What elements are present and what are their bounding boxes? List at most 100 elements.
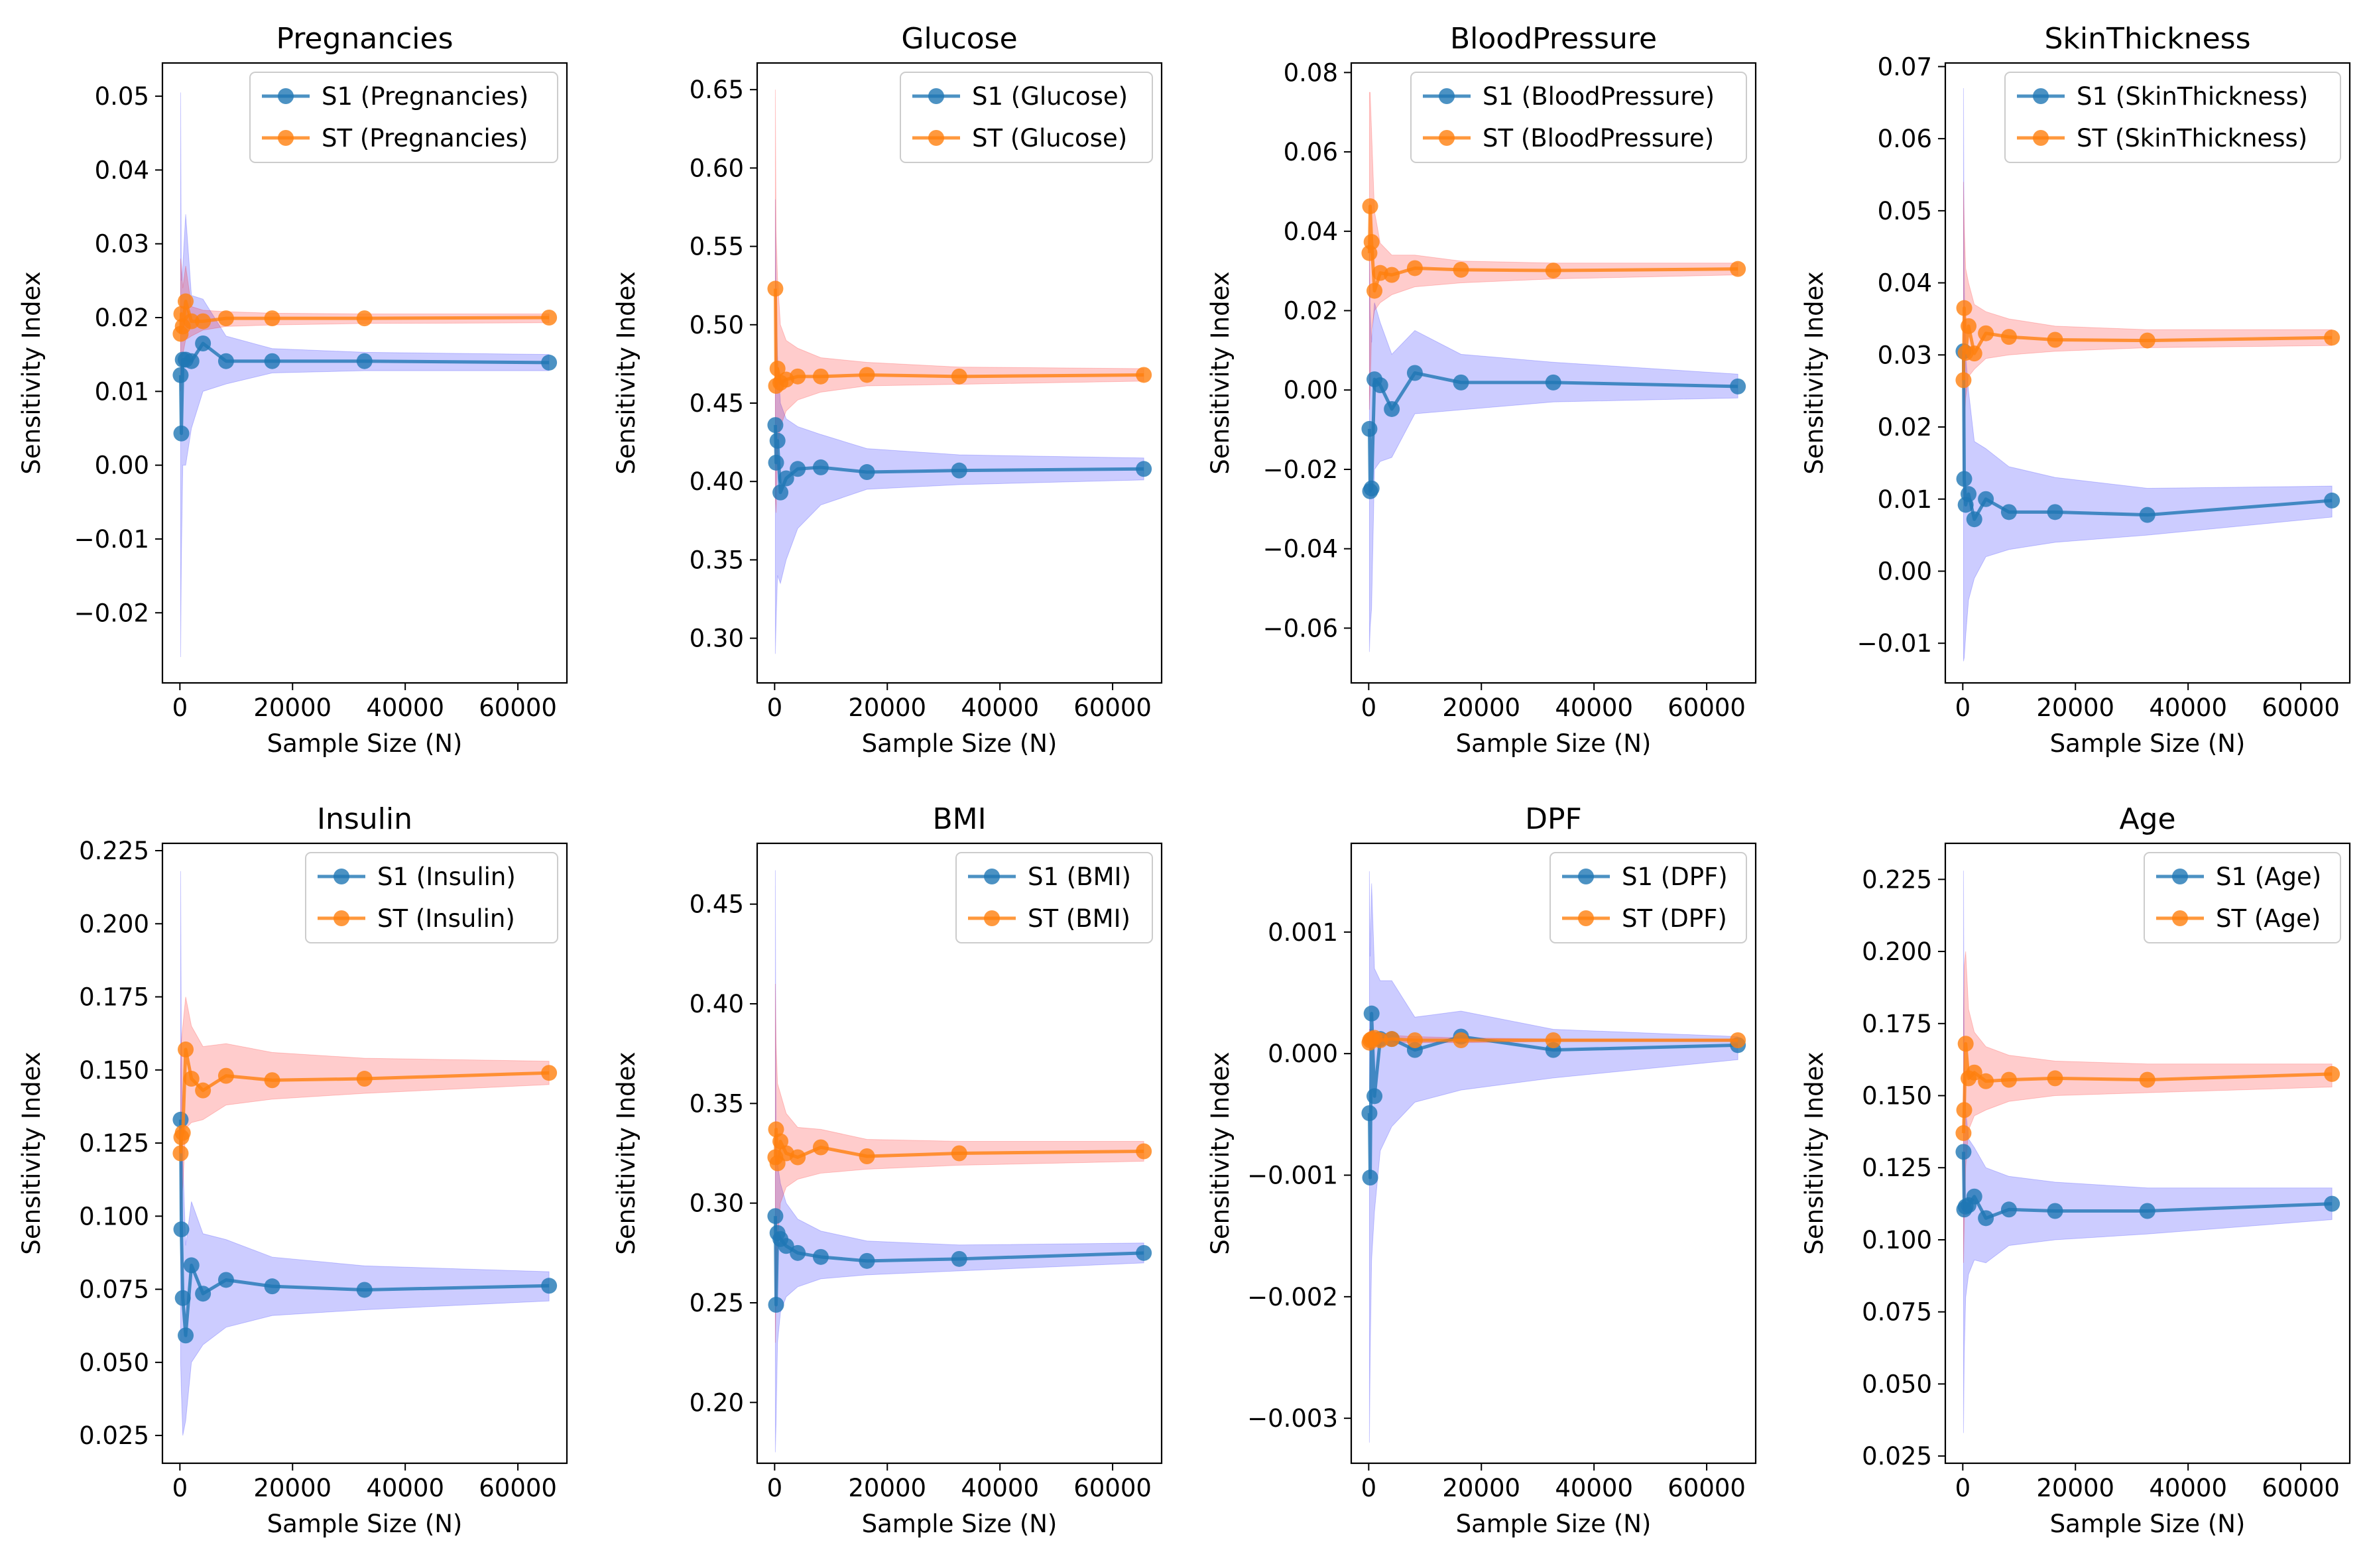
data-point-s1 bbox=[790, 1244, 806, 1261]
x-tick-label: 0 bbox=[1361, 694, 1377, 722]
subplot-title: BMI bbox=[932, 802, 986, 836]
data-point-st bbox=[1136, 1143, 1152, 1160]
data-point-s1 bbox=[356, 353, 373, 369]
data-point-st bbox=[2324, 1065, 2340, 1082]
series-line-s1 bbox=[178, 1119, 550, 1337]
legend-label-s1: S1 (Age) bbox=[2216, 863, 2321, 891]
x-tick-label: 20000 bbox=[1442, 694, 1520, 722]
y-tick-label: 0.35 bbox=[690, 546, 744, 574]
x-tick-label: 60000 bbox=[479, 1474, 557, 1502]
plot-area bbox=[162, 843, 567, 1463]
y-tick-label: 0.60 bbox=[690, 154, 744, 182]
x-tick-label: 40000 bbox=[961, 694, 1039, 722]
y-axis-label: Sensitivity Index bbox=[612, 271, 640, 474]
legend: S1 (Glucose) ST (Glucose) bbox=[900, 72, 1153, 163]
data-point-st bbox=[1956, 1102, 1972, 1118]
y-tick-label: −0.01 bbox=[1857, 629, 1932, 658]
x-tick-label: 40000 bbox=[1555, 1474, 1633, 1502]
y-tick-label: 0.03 bbox=[95, 230, 149, 259]
y-tick-label: 0.02 bbox=[1878, 413, 1932, 442]
data-point-s1 bbox=[1366, 1088, 1383, 1105]
data-point-s1 bbox=[1363, 1005, 1380, 1022]
data-point-st bbox=[1730, 261, 1746, 277]
y-tick-label: 0.000 bbox=[1268, 1040, 1338, 1068]
x-tick-label: 0 bbox=[767, 694, 783, 722]
data-point-s1 bbox=[767, 417, 784, 434]
legend-label-st: ST (BMI) bbox=[1028, 904, 1130, 933]
data-point-st bbox=[2000, 1071, 2017, 1088]
subplot-title: BloodPressure bbox=[1450, 22, 1657, 56]
data-point-st bbox=[1978, 1073, 1994, 1089]
legend-marker-s1 bbox=[2172, 869, 2188, 884]
y-tick-label: −0.001 bbox=[1247, 1162, 1338, 1190]
y-axis-label: Sensitivity Index bbox=[17, 271, 46, 474]
data-point-st bbox=[2139, 1071, 2155, 1088]
x-tick-label: 0 bbox=[172, 694, 188, 722]
data-point-s1 bbox=[812, 1248, 829, 1265]
y-axis-label: Sensitivity Index bbox=[1800, 1052, 1829, 1254]
y-tick-label: 0.100 bbox=[1862, 1226, 1932, 1254]
x-tick-label: 40000 bbox=[961, 1474, 1039, 1502]
y-tick-label: 0.00 bbox=[1878, 557, 1932, 585]
data-point-st bbox=[2139, 332, 2155, 349]
x-axis-label: Sample Size (N) bbox=[1456, 1510, 1652, 1538]
axes-frame bbox=[161, 842, 568, 1465]
data-point-s1 bbox=[1384, 400, 1400, 417]
data-point-st bbox=[767, 280, 784, 297]
data-point-st bbox=[178, 293, 194, 310]
y-tick-label: 0.200 bbox=[1862, 937, 1932, 966]
data-point-s1 bbox=[173, 425, 190, 442]
y-tick-label: 0.20 bbox=[690, 1388, 744, 1417]
subplot-skinthickness: 0 20000 40000 60000 −0.01 0.00 0.01 0.02 0.03 0.0… bbox=[1800, 22, 2351, 758]
legend-label-s1: S1 (Pregnancies) bbox=[322, 82, 528, 111]
subplot-title: SkinThickness bbox=[2045, 22, 2251, 56]
y-axis-label: Sensitivity Index bbox=[1800, 271, 1829, 474]
data-point-st bbox=[2324, 330, 2340, 346]
confidence-band-s1 bbox=[1368, 871, 1738, 1443]
legend-box bbox=[900, 72, 1153, 163]
y-tick-label: 0.45 bbox=[690, 890, 744, 919]
data-point-st bbox=[1966, 1064, 1982, 1081]
legend-box bbox=[1410, 72, 1747, 163]
data-point-s1 bbox=[2139, 1203, 2155, 1219]
data-point-st bbox=[1136, 367, 1152, 383]
data-point-s1 bbox=[778, 470, 794, 487]
x-axis-label: Sample Size (N) bbox=[2050, 1510, 2246, 1538]
x-tick-label: 20000 bbox=[2036, 1474, 2114, 1502]
legend-marker-st bbox=[928, 130, 944, 146]
legend-label-st: ST (Glucose) bbox=[972, 124, 1127, 152]
data-point-s1 bbox=[195, 1286, 212, 1302]
y-tick-label: 0.03 bbox=[1878, 341, 1932, 369]
legend-label-st: ST (Insulin) bbox=[377, 904, 515, 933]
data-point-s1 bbox=[1362, 1170, 1378, 1186]
y-tick-label: 0.30 bbox=[690, 625, 744, 653]
y-tick-label: 0.06 bbox=[1284, 138, 1338, 166]
x-tick-label: 0 bbox=[1955, 694, 1971, 722]
data-point-s1 bbox=[1136, 1244, 1152, 1261]
legend-marker-s1 bbox=[1578, 869, 1594, 884]
y-tick-label: 0.001 bbox=[1268, 918, 1338, 947]
data-point-s1 bbox=[183, 353, 200, 369]
y-tick-label: 0.00 bbox=[1284, 376, 1338, 404]
subplot-title: Pregnancies bbox=[276, 22, 453, 56]
y-tick-label: 0.45 bbox=[690, 389, 744, 418]
data-point-st bbox=[217, 1067, 234, 1084]
x-tick-label: 60000 bbox=[1073, 1474, 1152, 1502]
x-tick-label: 40000 bbox=[2149, 694, 2227, 722]
data-point-s1 bbox=[2139, 507, 2155, 523]
plot-area bbox=[162, 63, 567, 683]
subplot-bmi: 0 20000 40000 60000 0.20 0.25 0.30 0.35 0.40 0.45… bbox=[612, 802, 1163, 1538]
x-axis-label: Sample Size (N) bbox=[1456, 729, 1652, 758]
y-axis-label: Sensitivity Index bbox=[1206, 271, 1235, 474]
y-axis-label: Sensitivity Index bbox=[1206, 1052, 1235, 1254]
legend-label-s1: S1 (Glucose) bbox=[972, 82, 1128, 111]
data-point-s1 bbox=[769, 432, 786, 449]
y-tick-label: 0.075 bbox=[79, 1276, 149, 1304]
x-tick-label: 0 bbox=[1955, 1474, 1971, 1502]
confidence-band-s1 bbox=[774, 870, 1144, 1453]
y-tick-label: 0.55 bbox=[690, 233, 744, 261]
data-point-st bbox=[178, 1041, 194, 1057]
data-point-s1 bbox=[2000, 504, 2017, 520]
data-point-st bbox=[1384, 1031, 1400, 1048]
